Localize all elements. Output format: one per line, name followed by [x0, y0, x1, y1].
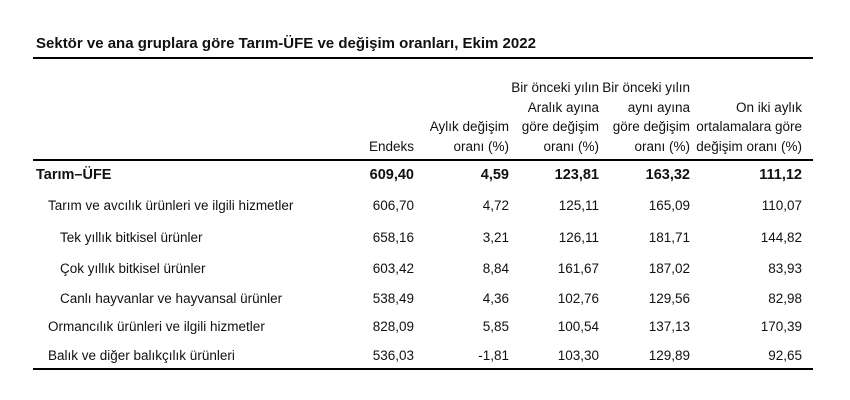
cell-value: 606,70: [372, 198, 414, 213]
row-label: Çok yıllık bitkisel ürünler: [60, 261, 206, 276]
cell-value: 4,36: [482, 291, 509, 306]
cell-value: 828,09: [372, 319, 414, 334]
table-row: Canlı hayvanlar ve hayvansal ürünler 538,…: [0, 287, 850, 311]
cell-value: 83,93: [768, 261, 802, 276]
column-header: Endeks: [334, 64, 414, 156]
cell-value: 8,84: [482, 261, 509, 276]
cell-value: 4,72: [482, 198, 509, 213]
cell-value: 658,16: [372, 230, 414, 245]
cell-value: 129,56: [648, 291, 690, 306]
cell-value: 609,40: [369, 167, 414, 183]
row-label: Tarım–ÜFE: [36, 167, 112, 183]
cell-value: 137,13: [648, 319, 690, 334]
cell-value: 3,21: [482, 230, 509, 245]
row-label: Tek yıllık bitkisel ürünler: [60, 230, 203, 245]
header-rule: [33, 159, 813, 161]
cell-value: 111,12: [759, 167, 802, 183]
table-row: Çok yıllık bitkisel ürünler 603,42 8,84 161…: [0, 257, 850, 281]
row-label: Tarım ve avcılık ürünleri ve ilgili hizm…: [48, 198, 294, 213]
table-row: Balık ve diğer balıkçılık ürünleri 536,03…: [0, 344, 850, 368]
cell-value: 123,81: [554, 167, 599, 183]
cell-value: 538,49: [372, 291, 414, 306]
row-label: Ormancılık ürünleri ve ilgili hizmetler: [48, 319, 265, 334]
table-row: Tarım ve avcılık ürünleri ve ilgili hizm…: [0, 194, 850, 218]
column-header: On iki aylık ortalamalara göre değişim o…: [692, 64, 802, 156]
column-header-text: Aylık değişim oranı (%): [429, 119, 509, 154]
cell-value: 82,98: [768, 291, 802, 306]
cell-value: 103,30: [557, 348, 599, 363]
table-row: Ormancılık ürünleri ve ilgili hizmetler 8…: [0, 315, 850, 339]
cell-value: 144,82: [760, 230, 802, 245]
cell-value: 92,65: [768, 348, 802, 363]
cell-value: 126,11: [558, 230, 599, 245]
column-header-text: On iki aylık ortalamalara göre değişim o…: [696, 99, 802, 154]
cell-value: 129,89: [648, 348, 690, 363]
column-header: Bir önceki yılın Aralık ayına göre değiş…: [509, 64, 599, 156]
cell-value: 165,09: [648, 198, 690, 213]
top-rule: [33, 57, 813, 59]
cell-value: 170,39: [760, 319, 802, 334]
row-label: Canlı hayvanlar ve hayvansal ürünler: [60, 291, 283, 306]
column-header: Bir önceki yılın aynı ayına göre değişim…: [600, 64, 690, 156]
column-header-text: Bir önceki yılın Aralık ayına göre değiş…: [511, 80, 599, 154]
table-title: Sektör ve ana gruplara göre Tarım-ÜFE ve…: [36, 35, 536, 52]
bottom-rule: [33, 368, 813, 370]
cell-value: 187,02: [648, 261, 690, 276]
table-row: Tarım–ÜFE 609,40 4,59 123,81 163,32 111,12: [0, 163, 850, 187]
cell-value: 4,59: [480, 167, 509, 183]
cell-value: 5,85: [482, 319, 509, 334]
cell-value: 125,11: [558, 198, 599, 213]
cell-value: 181,71: [648, 230, 690, 245]
column-header-text: Bir önceki yılın aynı ayına göre değişim…: [602, 80, 690, 154]
row-label: Balık ve diğer balıkçılık ürünleri: [48, 348, 235, 363]
cell-value: 100,54: [557, 319, 599, 334]
cell-value: -1,81: [478, 348, 509, 363]
cell-value: 536,03: [372, 348, 414, 363]
cell-value: 102,76: [557, 291, 599, 306]
cell-value: 110,07: [761, 198, 802, 213]
cell-value: 163,32: [645, 167, 690, 183]
column-header: Aylık değişim oranı (%): [429, 64, 509, 156]
column-header-text: Endeks: [368, 138, 414, 154]
cell-value: 603,42: [372, 261, 414, 276]
cell-value: 161,67: [557, 261, 599, 276]
table-row: Tek yıllık bitkisel ürünler 658,16 3,21 126…: [0, 226, 850, 250]
